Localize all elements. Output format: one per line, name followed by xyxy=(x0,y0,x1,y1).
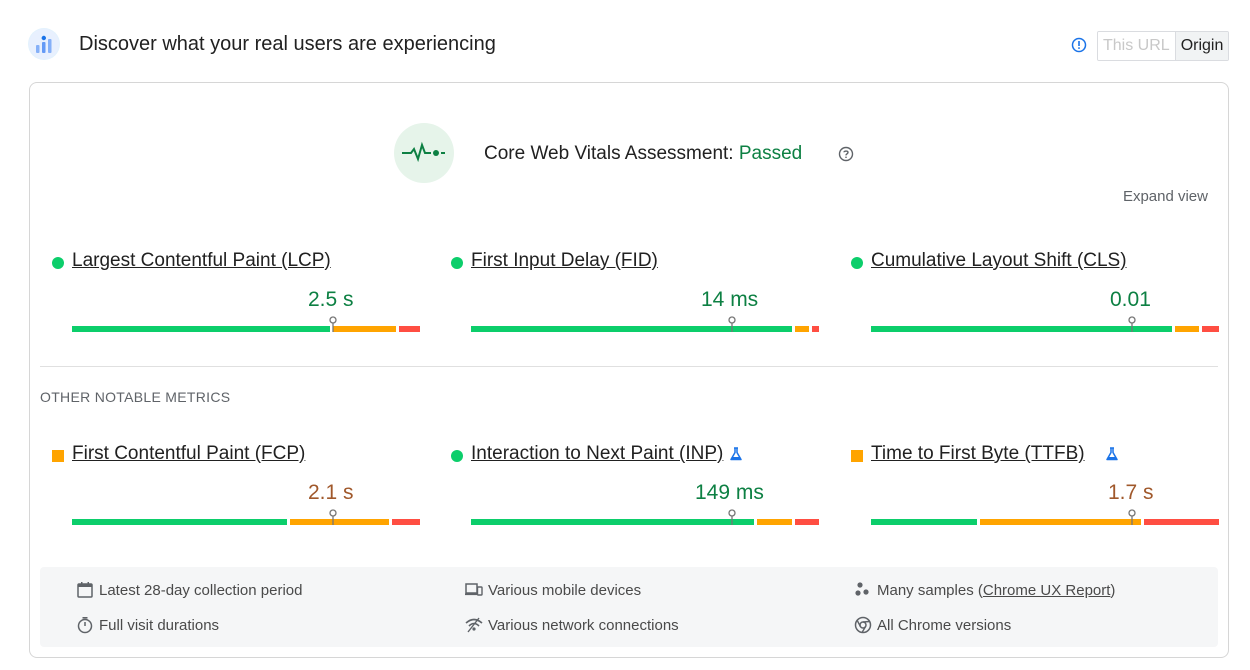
distribution-bar xyxy=(72,509,420,525)
chrome-ux-report-link[interactable]: Chrome UX Report xyxy=(982,582,1111,599)
metric-name[interactable]: Interaction to Next Paint (INP) xyxy=(471,443,724,464)
distribution-bar xyxy=(72,316,420,332)
poor-segment xyxy=(812,326,819,332)
metric-name[interactable]: Time to First Byte (TTFB) xyxy=(871,443,1085,464)
p75-marker xyxy=(728,509,736,525)
assessment-status: Passed xyxy=(738,143,803,164)
needs-improvement-segment xyxy=(757,519,792,525)
distribution-bar xyxy=(471,316,819,332)
network-text: Various network connections xyxy=(488,617,679,634)
poor-segment xyxy=(392,519,420,525)
p75-marker xyxy=(728,316,736,332)
metric-value: 2.1 s xyxy=(308,481,354,504)
field-data-card: Core Web Vitals Assessment: Passed Expan… xyxy=(29,82,1229,658)
vitals-pulse-icon xyxy=(394,123,454,183)
samples-suffix: ) xyxy=(1110,582,1116,599)
p75-marker xyxy=(1128,509,1136,525)
good-segment xyxy=(871,519,977,525)
experimental-beaker-icon xyxy=(1104,446,1120,462)
calendar-icon xyxy=(76,581,94,599)
metric-value: 14 ms xyxy=(701,288,759,311)
good-segment xyxy=(72,519,287,525)
other-metrics-heading: OTHER NOTABLE METRICS xyxy=(40,389,231,405)
metric-cls: Cumulative Layout Shift (CLS) 0.01 xyxy=(851,248,1221,348)
distribution-bar xyxy=(871,509,1219,525)
distribution-bar xyxy=(871,316,1219,332)
metric-lcp: Largest Contentful Paint (LCP) 2.5 s xyxy=(52,248,422,348)
good-segment xyxy=(471,519,754,525)
metric-marker xyxy=(851,257,863,269)
poor-segment xyxy=(1202,326,1219,332)
metric-marker xyxy=(851,450,863,462)
metric-fid: First Input Delay (FID) 14 ms xyxy=(451,248,821,348)
good-segment xyxy=(72,326,330,332)
poor-segment xyxy=(795,519,819,525)
needs-improvement-segment xyxy=(1175,326,1199,332)
metric-fcp: First Contentful Paint (FCP) 2.1 s xyxy=(52,441,422,541)
assessment-label: Core Web Vitals Assessment: xyxy=(484,143,739,164)
metric-ttfb: Time to First Byte (TTFB) 1.7 s xyxy=(851,441,1221,541)
expand-view-button[interactable]: Expand view xyxy=(1122,188,1208,205)
devices-icon xyxy=(465,581,483,599)
devices-text: Various mobile devices xyxy=(488,582,642,599)
metric-name[interactable]: Largest Contentful Paint (LCP) xyxy=(72,250,331,271)
metric-marker xyxy=(451,257,463,269)
metric-inp: Interaction to Next Paint (INP) 149 ms xyxy=(451,441,821,541)
samples-text: Many samples (Chrome UX Report) xyxy=(877,582,1115,599)
collection-period-text: Latest 28-day collection period xyxy=(99,582,303,599)
needs-improvement-segment xyxy=(333,326,396,332)
section-divider xyxy=(40,366,1218,367)
metric-value: 149 ms xyxy=(695,481,764,504)
p75-marker xyxy=(1128,316,1136,332)
metric-name[interactable]: First Contentful Paint (FCP) xyxy=(72,443,306,464)
origin-tab[interactable]: Origin xyxy=(1175,32,1229,60)
needs-improvement-segment xyxy=(290,519,389,525)
assessment-text: Core Web Vitals Assessment: Passed xyxy=(484,143,802,165)
metric-name[interactable]: Cumulative Layout Shift (CLS) xyxy=(871,250,1127,271)
metric-name[interactable]: First Input Delay (FID) xyxy=(471,250,658,271)
timer-icon xyxy=(76,616,94,634)
page-header: Discover what your real users are experi… xyxy=(28,27,1230,63)
needs-improvement-segment xyxy=(980,519,1141,525)
network-icon xyxy=(465,616,483,634)
p75-marker xyxy=(329,509,337,525)
chrome-versions-text: All Chrome versions xyxy=(877,617,1012,634)
samples-icon xyxy=(854,581,872,599)
metric-marker xyxy=(52,257,64,269)
poor-segment xyxy=(399,326,420,332)
p75-marker xyxy=(329,316,337,332)
needs-improvement-segment xyxy=(795,326,809,332)
crux-dashboard-icon xyxy=(28,28,60,60)
help-circle-icon[interactable] xyxy=(838,146,854,162)
distribution-bar xyxy=(471,509,819,525)
samples-prefix: Many samples ( xyxy=(877,582,983,599)
this-url-tab[interactable]: This URL xyxy=(1098,32,1176,60)
metric-value: 1.7 s xyxy=(1108,481,1154,504)
experimental-beaker-icon xyxy=(728,446,744,462)
metric-marker xyxy=(52,450,64,462)
url-origin-toggle: This URL Origin xyxy=(1097,31,1230,61)
good-segment xyxy=(871,326,1172,332)
metric-value: 0.01 xyxy=(1110,288,1151,311)
info-circle-icon[interactable] xyxy=(1071,37,1087,53)
chrome-icon xyxy=(854,616,872,634)
visit-durations-text: Full visit durations xyxy=(99,617,220,634)
metric-value: 2.5 s xyxy=(308,288,354,311)
page-title: Discover what your real users are experi… xyxy=(79,33,496,55)
metric-marker xyxy=(451,450,463,462)
good-segment xyxy=(471,326,792,332)
poor-segment xyxy=(1144,519,1219,525)
collection-info-footer: Latest 28-day collection period Full vis… xyxy=(40,567,1218,647)
